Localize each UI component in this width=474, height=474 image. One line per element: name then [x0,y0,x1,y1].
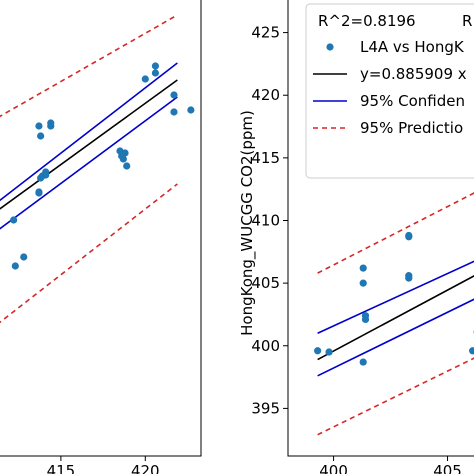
left-data-point [141,75,149,83]
left-data-point [11,262,19,270]
legend: R^2=0.8196 R L4A vs HongK y=0.885909 x 95%… [305,3,474,179]
right-chart-lines [317,192,474,436]
legend-entries: L4A vs HongK y=0.885909 x 95% Confiden 95% … [313,38,467,137]
legend-r-squared: R^2=0.8196 [318,12,416,30]
legend-entry-label: 95% Confiden [360,92,465,110]
legend-r-value: R [462,12,472,30]
right-x-tick-label: 400 [319,462,348,474]
left-plot-frame [0,0,202,457]
right-chart-y-ticks: 395 400 405 410 415 420 425 [251,24,288,417]
right-chart-panel: 400 405 395 400 405 410 415 420 425 HongKong_WU… [238,0,474,474]
left-chart-points [10,62,195,270]
right-chart-points [314,231,474,366]
right-fit-line [317,275,474,361]
right-prediction-lower-line [317,357,474,436]
left-x-tick-label: 415 [47,462,76,474]
left-prediction-lower-line [0,183,178,324]
left-data-point [170,91,178,99]
left-confidence-upper-line [0,62,178,202]
left-data-point [35,188,43,196]
right-y-tick-label: 395 [251,399,280,417]
left-data-point [37,174,45,182]
left-data-point [37,132,45,140]
right-data-point [469,347,474,355]
right-y-tick-label: 410 [251,211,280,229]
right-data-point [314,347,322,355]
right-chart-x-ticks: 400 405 [319,456,462,474]
right-data-point [359,358,367,366]
left-data-point [47,119,55,127]
left-data-point [151,62,160,70]
right-y-tick-label: 405 [251,274,280,292]
right-data-point [325,348,333,356]
left-chart-lines [0,14,178,324]
left-data-point [170,108,178,116]
legend-entry-label: y=0.885909 x [360,65,467,83]
left-fit-line [0,79,178,210]
right-prediction-upper-line [317,192,474,274]
legend-entry-label: 95% Predictio [360,119,463,137]
left-chart-panel: 415 420 [0,0,202,474]
left-data-point [20,253,28,261]
left-x-tick-label: 420 [131,462,160,474]
right-data-point [361,315,370,324]
right-y-tick-label: 415 [251,149,280,167]
left-data-point [35,122,43,130]
left-prediction-upper-line [0,14,178,118]
right-plot-frame [287,0,474,457]
right-data-point [405,272,413,280]
right-confidence-upper-line [317,260,474,334]
left-chart-x-ticks: 415 420 [47,456,160,474]
right-y-tick-label: 400 [251,337,280,355]
left-confidence-lower-line [0,96,178,230]
legend-entry-label: L4A vs HongK [360,38,465,56]
right-data-point [405,231,413,240]
right-y-tick-label: 425 [251,24,280,42]
left-data-point [10,216,18,224]
left-data-point [151,69,160,77]
legend-marker-point [326,43,334,51]
legend-box [305,3,474,179]
y-axis-label: HongKong_WUCGG CO2(ppm) [238,110,257,336]
right-data-point [359,264,367,272]
left-data-point [118,152,126,160]
left-data-point [187,106,195,114]
left-data-point [123,162,131,170]
right-data-point [359,279,367,287]
right-y-tick-label: 420 [251,86,280,104]
right-confidence-lower-line [317,298,474,377]
right-x-tick-label: 405 [433,462,462,474]
